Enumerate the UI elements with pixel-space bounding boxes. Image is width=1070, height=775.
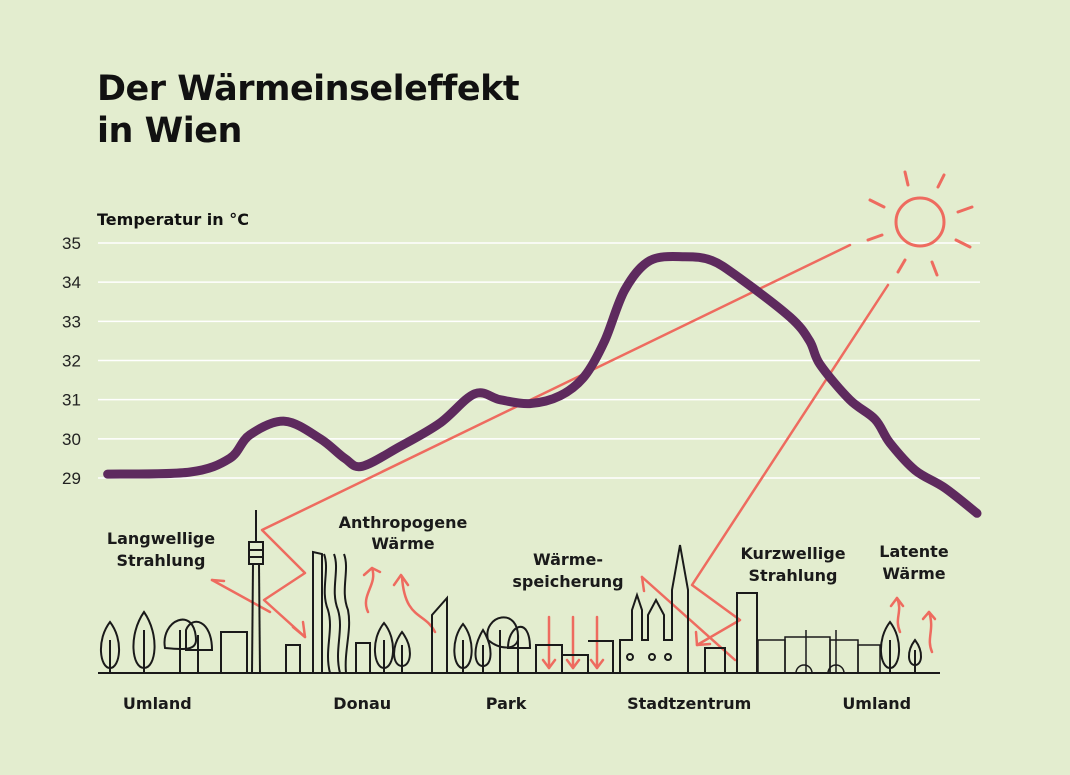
y-tick-label: 29 [62, 469, 81, 488]
x-category-label: Donau [333, 694, 391, 713]
building [355, 642, 371, 674]
building [704, 647, 726, 674]
title-line-1: Der Wärmeinseleffekt [97, 69, 520, 109]
svg-text:Kurzwellige: Kurzwellige [740, 544, 845, 563]
x-category-label: Stadtzentrum [627, 694, 751, 713]
building [220, 631, 248, 674]
dc-tower [312, 550, 351, 674]
svg-text:Wärme: Wärme [371, 534, 434, 553]
y-tick-label: 34 [62, 273, 81, 292]
building [736, 592, 758, 674]
svg-text:Strahlung: Strahlung [117, 551, 206, 570]
y-tick-labels: 35 34 33 32 31 30 29 [62, 234, 81, 488]
x-category-label: Umland [842, 694, 911, 713]
trees-park [453, 616, 532, 673]
svg-text:Langwellige: Langwellige [107, 529, 215, 548]
trees-umland-left [100, 610, 214, 673]
trees-donau [374, 621, 411, 673]
y-tick-label: 30 [62, 430, 81, 449]
trees-umland-right [880, 620, 922, 673]
gridlines [98, 242, 980, 479]
museum-quarter [757, 630, 881, 674]
annotation-waermespeicherung: Wärme- speicherung [512, 550, 623, 591]
y-tick-label: 32 [62, 352, 81, 371]
x-category-label: Umland [123, 694, 192, 713]
annotation-kurzwellige-strahlung: Kurzwellige Strahlung [740, 544, 845, 585]
x-category-label: Park [486, 694, 527, 713]
svg-text:Wärme-: Wärme- [533, 550, 603, 569]
svg-text:speicherung: speicherung [512, 572, 623, 591]
y-tick-label: 35 [62, 234, 81, 253]
chart-title: Der Wärmeinseleffekt in Wien [97, 68, 520, 152]
radiation-arrows [210, 243, 937, 670]
skyline [98, 510, 940, 674]
sun-icon [866, 170, 974, 277]
stephansdom [619, 544, 689, 673]
annotation-anthropogene-waerme: Anthropogene Wärme [339, 513, 468, 553]
svg-text:Latente: Latente [879, 542, 949, 561]
y-tick-label: 31 [62, 391, 81, 410]
x-category-labels: Umland Donau Park Stadtzentrum Umland [123, 694, 911, 713]
danube-tower [248, 510, 264, 674]
title-line-2: in Wien [97, 111, 242, 151]
temperature-curve [103, 251, 982, 518]
svg-text:Anthropogene: Anthropogene [339, 513, 468, 532]
svg-text:Strahlung: Strahlung [749, 566, 838, 585]
y-axis-label: Temperatur in °C [97, 210, 249, 229]
buildings-heat-storage [535, 640, 614, 673]
building [431, 595, 448, 673]
annotation-langwellige-strahlung: Langwellige Strahlung [107, 529, 215, 570]
building [285, 644, 301, 674]
annotation-latente-waerme: Latente Wärme [879, 542, 949, 583]
svg-text:Wärme: Wärme [882, 564, 945, 583]
y-tick-label: 33 [62, 312, 81, 331]
